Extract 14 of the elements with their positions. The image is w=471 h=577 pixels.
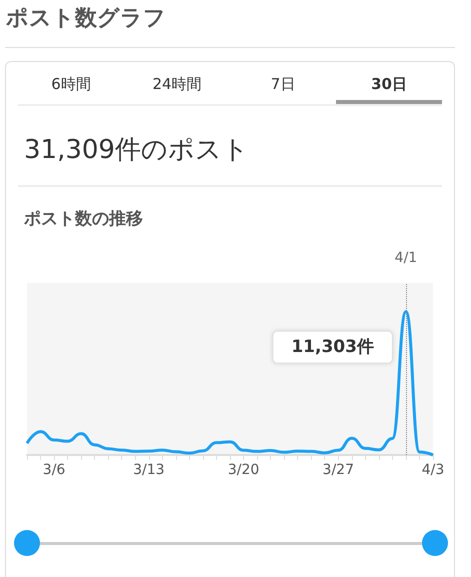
x-tick-label: 3/27 xyxy=(322,462,354,478)
text: 7日 xyxy=(270,74,296,95)
ref-line-label: 4/1 xyxy=(394,250,418,266)
text: 30日 xyxy=(336,62,442,104)
chart-subtitle: ポスト数の推移 xyxy=(23,208,144,230)
text: 6時間 xyxy=(50,74,92,95)
x-tick-label: 3/20 xyxy=(228,462,260,478)
text: 24時間 xyxy=(151,74,203,95)
x-tick-label: 3/6 xyxy=(42,462,66,478)
x-tick-label: 4/3 xyxy=(422,462,444,478)
chart-title: ポスト数グラフ xyxy=(6,5,166,33)
annotation: 11,303件 xyxy=(291,337,374,358)
x-tick-label: 3/13 xyxy=(133,462,165,478)
text: 31,309件のポスト xyxy=(23,134,250,167)
